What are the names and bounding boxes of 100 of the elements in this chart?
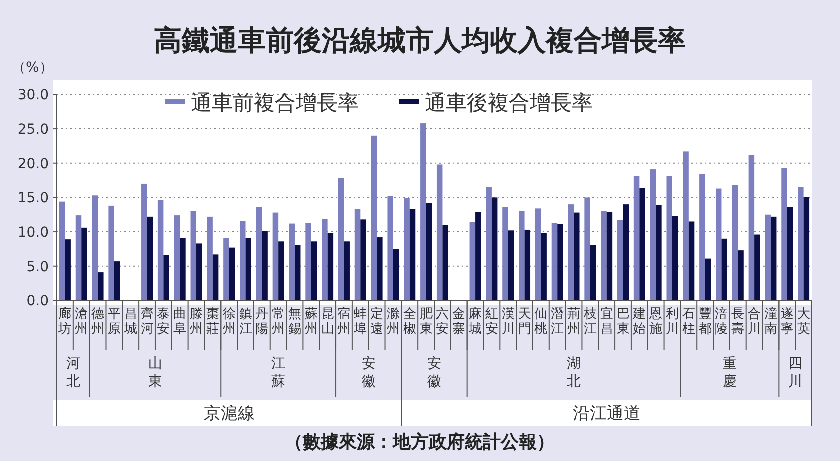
text: （數據來源：地方政府統計公報） (285, 432, 555, 453)
bar (476, 212, 482, 301)
bar (804, 197, 810, 301)
bar (147, 216, 154, 301)
x-tick-label: 蘇州 (304, 307, 318, 337)
x-tick-label: 涪陵 (715, 307, 728, 337)
bar (82, 228, 88, 301)
y-tick-label: 20.0 (18, 156, 49, 172)
bar (190, 211, 197, 301)
bar (650, 170, 656, 301)
bar (164, 255, 170, 301)
bar (311, 242, 318, 301)
bar (114, 262, 120, 301)
bar (158, 200, 164, 301)
text: 山東 (148, 356, 162, 390)
x-tick-label: 鎮江 (239, 307, 252, 337)
x-tick-label: 昆山 (321, 307, 334, 337)
x-tick-label: 豐都 (698, 307, 712, 337)
x-tick-label: 合川 (748, 307, 762, 337)
bar (338, 178, 344, 301)
x-tick-label: 昌城 (123, 307, 138, 337)
bar (322, 218, 328, 301)
bar (584, 198, 590, 301)
bar (558, 224, 564, 301)
x-tick-label: 宜昌 (600, 306, 614, 337)
text: 江蘇 (272, 356, 286, 390)
text: 安徽 (362, 356, 376, 390)
bar (716, 188, 722, 301)
text: 湖北 (567, 356, 582, 390)
bar (508, 230, 514, 301)
x-tick-label: 大英 (797, 307, 810, 337)
bar (470, 222, 476, 301)
bar (371, 136, 378, 301)
bar (748, 155, 755, 301)
x-tick-label: 肥東 (420, 307, 433, 337)
text: 沿江通道 (572, 404, 641, 424)
bar (601, 211, 607, 301)
bar (754, 234, 760, 301)
bar (618, 220, 624, 301)
x-tick-label: 丹陽 (256, 307, 269, 337)
bar (535, 208, 542, 301)
bar (59, 202, 66, 301)
bar (360, 220, 366, 301)
x-tick-label: 定遠 (370, 307, 384, 337)
bar (207, 216, 213, 301)
bar (354, 209, 361, 301)
chart-title: 高鐵通車前後沿線城市人均收入複合增長率 (154, 24, 686, 57)
bar (256, 207, 262, 301)
bar (502, 207, 508, 301)
bar (552, 223, 558, 301)
bar (240, 221, 246, 301)
y-tick-label: 10.0 (18, 225, 49, 242)
bar (328, 233, 334, 301)
x-tick-label: 仙桃 (534, 307, 548, 337)
bar (666, 176, 672, 301)
x-tick-label: 長壽 (732, 307, 745, 337)
bar (262, 231, 268, 301)
bar (410, 209, 416, 301)
bar (212, 254, 219, 301)
x-tick-label: 金寨 (452, 307, 466, 337)
x-tick-label: 枝江 (582, 307, 597, 337)
x-tick-label: 蚌埠 (353, 307, 368, 337)
x-tick-label: 利川 (666, 307, 679, 337)
bar (574, 212, 580, 301)
bar (623, 204, 629, 301)
x-tick-label: 常州 (272, 307, 286, 337)
x-tick-label: 齊河 (140, 306, 154, 337)
text: 京滬線 (204, 404, 255, 424)
bar (420, 124, 426, 301)
bar (272, 212, 279, 301)
x-tick-label: 石柱 (682, 307, 696, 337)
x-tick-label: 廊坊 (58, 306, 72, 337)
bar (442, 225, 448, 301)
bar (705, 258, 712, 301)
legend-label: 通車後複合增長率 (425, 91, 593, 115)
x-tick-label: 棗莊 (206, 307, 220, 337)
bar (289, 224, 295, 301)
x-tick-label: 潛江 (551, 307, 564, 337)
bar (722, 238, 728, 301)
text: 河北 (66, 356, 80, 390)
bar (568, 204, 574, 301)
bar (108, 206, 114, 301)
bar (278, 242, 284, 301)
bar (92, 196, 98, 301)
x-tick-label: 全椒 (403, 307, 416, 337)
text: 安徽 (428, 356, 442, 390)
bar (98, 272, 104, 301)
bar (672, 216, 678, 301)
bar (634, 176, 640, 301)
x-tick-label: 麻城 (468, 307, 482, 337)
x-tick-label: 紅安 (485, 307, 498, 337)
bar (180, 238, 186, 301)
y-tick-label: 5.0 (26, 259, 49, 276)
x-tick-label: 滁州 (386, 307, 400, 337)
x-tick-label: 建始 (632, 307, 646, 337)
x-tick-label: 德州 (92, 307, 105, 337)
bar (246, 238, 252, 301)
x-tick-label: 滄州 (75, 307, 88, 337)
bar (798, 187, 804, 301)
x-tick-label: 巴東 (616, 307, 630, 337)
